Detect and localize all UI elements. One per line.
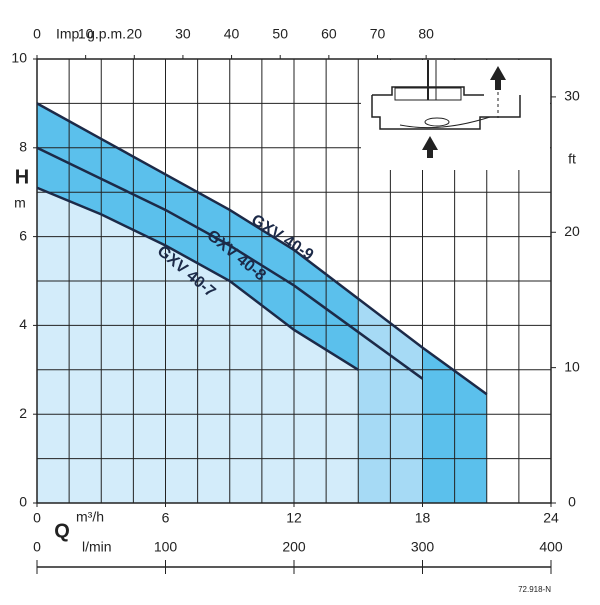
x2-tick-label: 70 [370,26,386,42]
x2-tick-label: 80 [418,26,434,42]
y-tick-label: 2 [19,405,27,421]
y-tick-label: 10 [11,50,27,66]
x2-tick-label: 60 [321,26,337,42]
code-label: 72.918-N [518,585,551,594]
x2-tick-label: 40 [224,26,240,42]
x2-tick-label: 0 [33,26,41,42]
y2-label: ft [568,151,576,167]
x2-label: Imp. g.p.m. [56,26,126,42]
x2-tick-label: 30 [175,26,191,42]
pump-curve [36,102,488,396]
y2-tick-label: 30 [564,88,580,104]
pump-diagram [361,60,550,170]
pump-curve [36,186,359,371]
y2-tick-label: 10 [564,358,580,374]
x3-tick-label: 200 [282,539,306,555]
x-tick-label: 0 [33,510,41,526]
x2-tick-label: 10 [78,26,94,42]
y-tick-label: 8 [19,139,27,155]
x-tick-label: 12 [286,510,302,526]
y2-tick-label: 0 [568,494,576,510]
x-tick-label: 24 [543,510,559,526]
y2-tick-label: 20 [564,223,580,239]
y-tick-label: 6 [19,227,27,243]
x-label: m³/h [76,509,104,525]
x3-tick-label: 300 [411,539,435,555]
x-tick-label: 18 [415,510,431,526]
y-tick-label: 0 [19,494,27,510]
pump-curve [36,146,424,380]
x2-tick-label: 20 [126,26,142,42]
x3-tick-label: 400 [539,539,563,555]
x-symbol: Q [54,520,70,542]
x3-tick-label: 100 [154,539,178,555]
x2-tick-label: 50 [272,26,288,42]
x-tick-label: 6 [162,510,170,526]
x3-label: l/min [82,539,112,555]
y-symbol: H [15,166,29,188]
x3-tick-label: 0 [33,539,41,555]
y-tick-label: 4 [19,316,27,332]
y-label: m [14,195,26,211]
